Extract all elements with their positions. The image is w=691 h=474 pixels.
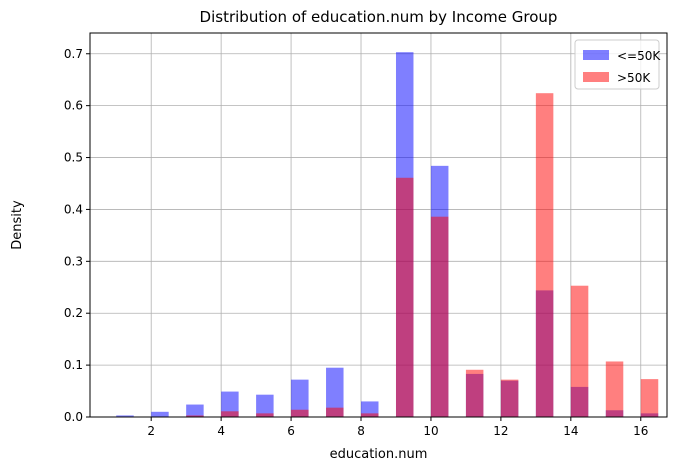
legend-label: <=50K: [617, 49, 661, 63]
bar-gt50k: [640, 379, 659, 417]
bar-le50k: [221, 391, 239, 417]
y-tick-label: 0.6: [64, 99, 83, 113]
bar-le50k: [186, 404, 204, 417]
x-tick-label: 14: [563, 424, 578, 438]
chart-title: Distribution of education.num by Income …: [200, 8, 558, 26]
bar-le50k: [256, 394, 274, 417]
bars-layer: [116, 52, 659, 418]
legend-swatch: [583, 72, 609, 82]
y-axis-label: Density: [10, 200, 25, 250]
y-tick-label: 0.3: [64, 254, 83, 268]
bar-le50k: [151, 411, 169, 417]
bar-gt50k: [395, 177, 414, 417]
plot-frame: [89, 32, 668, 418]
y-tick-label: 0.4: [64, 202, 83, 216]
y-tick-label: 0.2: [64, 306, 83, 320]
legend-swatch: [583, 50, 609, 60]
bar-gt50k: [221, 411, 239, 417]
x-tick-label: 2: [147, 424, 155, 438]
bar-gt50k: [430, 216, 449, 417]
x-tick-label: 12: [493, 424, 508, 438]
legend-label: >50K: [617, 71, 651, 85]
y-tick-label: 0.7: [64, 47, 83, 61]
bar-le50k: [326, 367, 344, 417]
bar-gt50k: [256, 413, 274, 417]
ticks-layer: 2 4 6 8 10 12 14 16 0.0 0.1 0.2 0.3 0.4 0.5 0.6 0.7: [64, 47, 649, 438]
x-tick-label: 8: [357, 424, 365, 438]
bar-le50k: [291, 379, 309, 417]
legend: <=50K >50K: [574, 39, 661, 90]
x-tick-label: 6: [287, 424, 295, 438]
x-tick-label: 4: [217, 424, 225, 438]
bar-gt50k: [361, 413, 379, 417]
bar-gt50k: [500, 379, 519, 417]
y-tick-label: 0.1: [64, 358, 83, 372]
bar-gt50k: [186, 415, 204, 417]
y-tick-label: 0.0: [64, 410, 83, 424]
bar-gt50k: [465, 369, 484, 417]
x-tick-label: 10: [423, 424, 438, 438]
bar-gt50k: [570, 285, 589, 417]
bar-gt50k: [535, 93, 554, 418]
x-axis-label: education.num: [330, 447, 428, 462]
y-tick-label: 0.5: [64, 151, 83, 165]
bar-le50k: [116, 415, 134, 417]
bar-gt50k: [326, 407, 344, 417]
bar-gt50k: [291, 409, 309, 417]
x-tick-label: 16: [633, 424, 648, 438]
bar-le50k: [361, 401, 379, 417]
bar-gt50k: [605, 361, 624, 417]
